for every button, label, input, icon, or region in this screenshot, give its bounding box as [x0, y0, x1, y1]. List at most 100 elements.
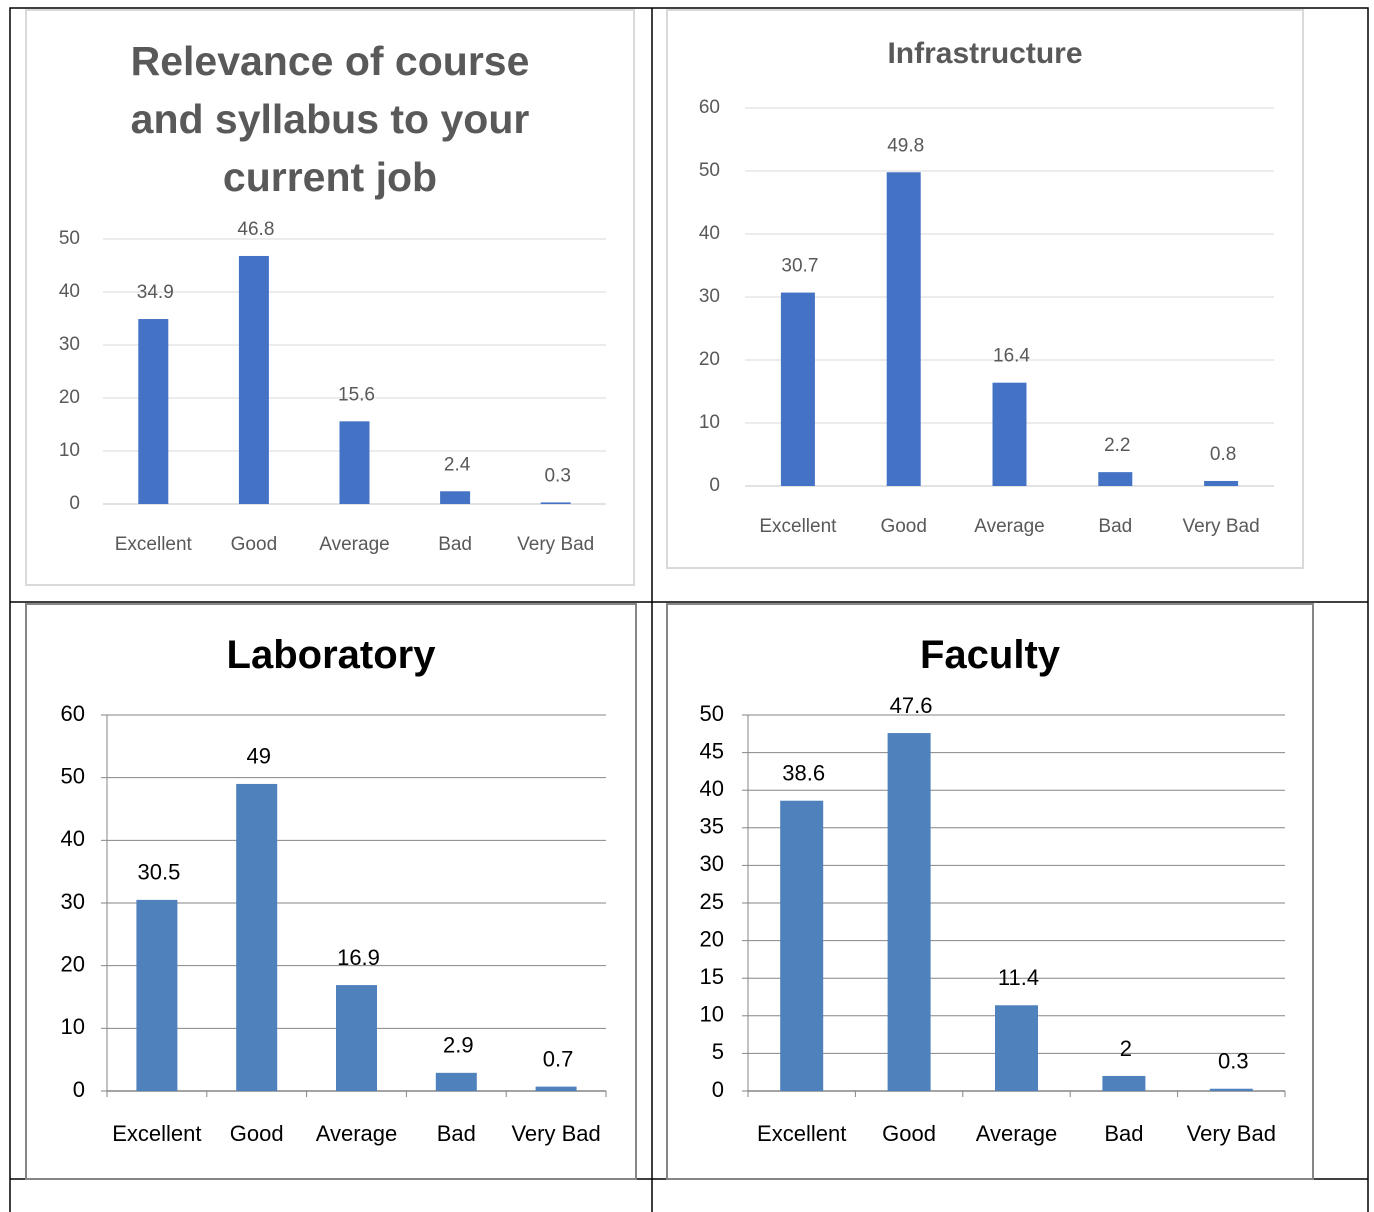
bar — [1098, 472, 1133, 486]
chart-title: Laboratory — [226, 633, 436, 677]
y-tick-label: 50 — [59, 228, 80, 249]
data-label: 2.9 — [443, 1033, 474, 1058]
chart-frame — [25, 9, 635, 586]
data-label: 2.2 — [1104, 435, 1130, 456]
y-tick-label: 15 — [700, 964, 724, 989]
y-tick-label: 20 — [700, 926, 724, 951]
x-tick-label: Very Bad — [511, 1121, 600, 1146]
y-tick-label: 35 — [700, 814, 724, 839]
y-tick-label: 40 — [699, 223, 720, 244]
bar — [780, 800, 824, 1091]
data-label: 0.3 — [1218, 1049, 1249, 1074]
data-label: 15.6 — [338, 384, 375, 405]
data-label: 11.4 — [998, 965, 1039, 990]
x-tick-label: Excellent — [757, 1121, 846, 1146]
y-tick-label: 40 — [61, 826, 85, 851]
x-tick-label: Average — [316, 1121, 398, 1146]
y-tick-label: 50 — [700, 701, 724, 726]
data-label: 16.4 — [993, 346, 1030, 367]
data-label: 49.8 — [887, 135, 924, 156]
bar — [995, 1005, 1038, 1091]
y-tick-label: 25 — [700, 889, 724, 914]
y-tick-label: 30 — [59, 334, 80, 355]
y-tick-label: 30 — [700, 851, 724, 876]
data-label: 2.4 — [444, 454, 471, 475]
x-tick-label: Bad — [1104, 1121, 1143, 1146]
table-border — [9, 7, 1369, 1212]
x-tick-label: Good — [231, 534, 277, 555]
y-tick-label: 50 — [61, 763, 85, 788]
x-tick-label: Bad — [438, 534, 472, 555]
x-tick-label: Good — [880, 516, 926, 537]
bar — [440, 491, 471, 504]
bar — [435, 1072, 477, 1091]
x-tick-label: Average — [319, 534, 389, 555]
x-tick-label: Bad — [1098, 516, 1132, 537]
bar — [540, 502, 571, 504]
x-tick-label: Good — [230, 1121, 284, 1146]
data-label: 16.9 — [337, 945, 380, 970]
chart-title: Relevance of course and syllabus to your… — [130, 38, 530, 200]
y-tick-label: 45 — [700, 738, 724, 763]
x-tick-label: Excellent — [112, 1121, 201, 1146]
chart-frame — [666, 9, 1304, 569]
y-tick-label: 30 — [61, 889, 85, 914]
y-tick-label: 10 — [699, 412, 720, 433]
data-label: 49 — [246, 744, 270, 769]
bar — [887, 733, 931, 1091]
data-label: 30.7 — [781, 256, 818, 277]
chart-frame — [25, 603, 637, 1180]
y-tick-label: 0 — [73, 1077, 85, 1102]
y-tick-label: 0 — [69, 493, 80, 514]
y-tick-label: 50 — [699, 160, 720, 181]
y-tick-label: 10 — [61, 1014, 85, 1039]
data-label: 30.5 — [137, 860, 180, 885]
chart-title: Infrastructure — [887, 37, 1083, 70]
bar — [1102, 1075, 1146, 1091]
chart-title: Faculty — [919, 633, 1061, 677]
data-label: 2 — [1120, 1036, 1132, 1061]
data-label: 38.6 — [782, 761, 825, 786]
data-label: 0.3 — [544, 465, 570, 486]
x-tick-label: Very Bad — [1187, 1121, 1276, 1146]
y-tick-label: 0 — [712, 1077, 724, 1102]
y-tick-label: 30 — [699, 286, 720, 307]
y-tick-label: 60 — [61, 701, 85, 726]
bar — [992, 382, 1027, 486]
y-tick-label: 0 — [709, 475, 720, 496]
bar — [339, 421, 370, 504]
bar — [238, 255, 269, 504]
bar — [535, 1086, 577, 1091]
bar — [236, 783, 278, 1091]
data-label: 46.8 — [237, 219, 274, 240]
bar — [336, 985, 377, 1091]
x-tick-label: Bad — [437, 1121, 476, 1146]
x-tick-label: Average — [976, 1121, 1058, 1146]
y-tick-label: 40 — [59, 281, 80, 302]
chart-frame — [666, 603, 1314, 1180]
data-label: 47.6 — [890, 693, 933, 718]
x-tick-label: Excellent — [759, 516, 837, 537]
y-tick-label: 20 — [61, 951, 85, 976]
y-tick-label: 40 — [700, 776, 724, 801]
y-tick-label: 5 — [712, 1039, 724, 1064]
y-tick-label: 10 — [59, 440, 80, 461]
data-label: 0.7 — [543, 1046, 574, 1071]
y-tick-label: 10 — [700, 1002, 724, 1027]
x-tick-label: Excellent — [115, 534, 193, 555]
bar — [136, 899, 178, 1091]
x-tick-label: Good — [882, 1121, 936, 1146]
y-tick-label: 60 — [699, 97, 720, 118]
y-tick-label: 20 — [59, 387, 80, 408]
bar — [1209, 1088, 1253, 1091]
data-label: 34.9 — [137, 282, 174, 303]
bar — [1204, 480, 1239, 486]
y-tick-label: 20 — [699, 349, 720, 370]
bar — [886, 172, 921, 486]
x-tick-label: Very Bad — [1183, 516, 1260, 537]
x-tick-label: Average — [974, 516, 1044, 537]
bar — [138, 319, 169, 504]
x-tick-label: Very Bad — [517, 534, 594, 555]
